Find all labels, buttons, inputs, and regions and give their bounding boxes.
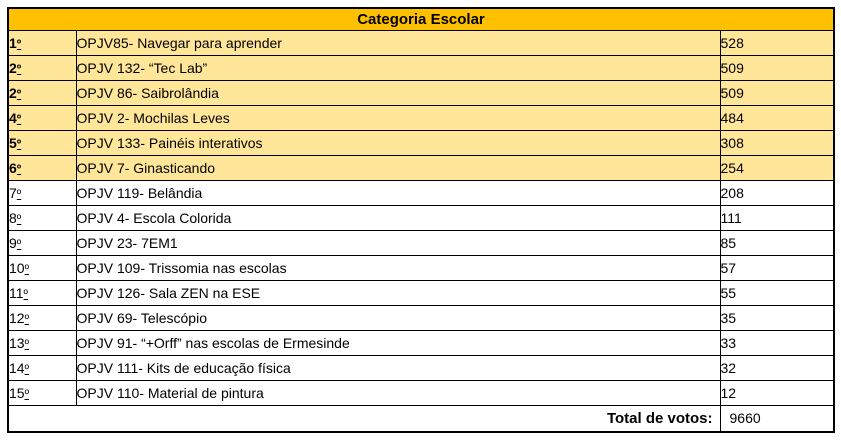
project-cell: OPJV 23- 7EM1 bbox=[75, 230, 721, 256]
rank-number: 8 bbox=[9, 210, 17, 226]
rank-cell: 1º bbox=[7, 30, 77, 56]
rank-cell: 13º bbox=[7, 330, 77, 356]
rank-cell: 12º bbox=[7, 305, 77, 331]
ordinal-indicator: º bbox=[24, 262, 29, 276]
ordinal-indicator: º bbox=[16, 37, 22, 51]
project-cell: OPJV 2- Mochilas Leves bbox=[75, 105, 721, 131]
rank-number: 6 bbox=[9, 160, 17, 176]
rank-cell: 11º bbox=[7, 280, 77, 306]
rank-number: 5 bbox=[9, 135, 17, 151]
rank-number: 10 bbox=[9, 260, 25, 276]
votes-cell: 528 bbox=[719, 30, 835, 56]
ordinal-indicator: º bbox=[16, 62, 22, 76]
rank-cell: 8º bbox=[7, 205, 77, 231]
rank-cell: 7º bbox=[7, 180, 77, 206]
ordinal-indicator: º bbox=[16, 187, 22, 201]
ordinal-indicator: º bbox=[24, 337, 29, 351]
table-row: 2º OPJV 86- Saibrolândia 509 bbox=[7, 80, 835, 106]
project-cell: OPJV 109- Trissomia nas escolas bbox=[75, 255, 721, 281]
rank-number: 11 bbox=[9, 285, 24, 301]
ordinal-indicator: º bbox=[16, 87, 22, 101]
table-row: 15º OPJV 110- Material de pintura 12 bbox=[7, 380, 835, 406]
rank-cell: 9º bbox=[7, 230, 77, 256]
table-title: Categoria Escolar bbox=[7, 7, 835, 31]
project-cell: OPJV 111- Kits de educação física bbox=[75, 355, 721, 381]
table-row: 8º OPJV 4- Escola Colorida 111 bbox=[7, 205, 835, 231]
rank-number: 2 bbox=[9, 85, 17, 101]
rank-number: 9 bbox=[9, 235, 17, 251]
project-cell: OPJV 86- Saibrolândia bbox=[75, 80, 721, 106]
project-cell: OPJV 7- Ginasticando bbox=[75, 155, 721, 181]
table-row: 6º OPJV 7- Ginasticando 254 bbox=[7, 155, 835, 181]
rank-cell: 10º bbox=[7, 255, 77, 281]
votes-cell: 254 bbox=[719, 155, 835, 181]
table-row: 9º OPJV 23- 7EM1 85 bbox=[7, 230, 835, 256]
ordinal-indicator: º bbox=[23, 287, 28, 301]
rank-number: 13 bbox=[9, 335, 25, 351]
votes-cell: 85 bbox=[719, 230, 835, 256]
votes-cell: 111 bbox=[719, 205, 835, 231]
rank-cell: 6º bbox=[7, 155, 77, 181]
votes-cell: 208 bbox=[719, 180, 835, 206]
ordinal-indicator: º bbox=[16, 137, 22, 151]
project-cell: OPJV 4- Escola Colorida bbox=[75, 205, 721, 231]
project-cell: OPJV 132- “Tec Lab” bbox=[75, 55, 721, 81]
table-row: 13º OPJV 91- “+Orff” nas escolas de Ermes… bbox=[7, 330, 835, 356]
project-cell: OPJV 91- “+Orff” nas escolas de Ermesind… bbox=[75, 330, 721, 356]
project-cell: OPJV 133- Painéis interativos bbox=[75, 130, 721, 156]
table-row: 11º OPJV 126- Sala ZEN na ESE 55 bbox=[7, 280, 835, 306]
rank-cell: 14º bbox=[7, 355, 77, 381]
rank-number: 2 bbox=[9, 60, 17, 76]
table-row: 14º OPJV 111- Kits de educação física 32 bbox=[7, 355, 835, 381]
ordinal-indicator: º bbox=[16, 112, 22, 126]
votes-cell: 308 bbox=[719, 130, 835, 156]
project-cell: OPJV 126- Sala ZEN na ESE bbox=[75, 280, 721, 306]
total-row: Total de votos: 9660 bbox=[7, 405, 835, 432]
project-cell: OPJV 69- Telescópio bbox=[75, 305, 721, 331]
table-row: 7º OPJV 119- Belândia 208 bbox=[7, 180, 835, 206]
votes-cell: 55 bbox=[719, 280, 835, 306]
table-row: 10º OPJV 109- Trissomia nas escolas 57 bbox=[7, 255, 835, 281]
rank-number: 14 bbox=[9, 360, 25, 376]
table-header-row: Categoria Escolar bbox=[7, 7, 835, 31]
ordinal-indicator: º bbox=[16, 237, 22, 251]
table-row: 1º OPJV85- Navegar para aprender 528 bbox=[7, 30, 835, 56]
votes-cell: 509 bbox=[719, 80, 835, 106]
votes-cell: 12 bbox=[719, 380, 835, 406]
rank-number: 4 bbox=[9, 110, 17, 126]
votes-cell: 35 bbox=[719, 305, 835, 331]
votes-cell: 484 bbox=[719, 105, 835, 131]
rank-cell: 2º bbox=[7, 55, 77, 81]
votes-cell: 33 bbox=[719, 330, 835, 356]
rank-cell: 5º bbox=[7, 130, 77, 156]
rank-number: 1 bbox=[9, 35, 17, 51]
votes-cell: 509 bbox=[719, 55, 835, 81]
project-cell: OPJV85- Navegar para aprender bbox=[75, 30, 721, 56]
ordinal-indicator: º bbox=[24, 362, 29, 376]
ordinal-indicator: º bbox=[24, 312, 29, 326]
table-row: 4º OPJV 2- Mochilas Leves 484 bbox=[7, 105, 835, 131]
total-value: 9660 bbox=[719, 405, 835, 432]
rank-number: 15 bbox=[9, 385, 25, 401]
votes-cell: 32 bbox=[719, 355, 835, 381]
ordinal-indicator: º bbox=[24, 387, 29, 401]
table-row: 2º OPJV 132- “Tec Lab” 509 bbox=[7, 55, 835, 81]
rank-number: 12 bbox=[9, 310, 25, 326]
rank-number: 7 bbox=[9, 185, 17, 201]
ordinal-indicator: º bbox=[16, 212, 22, 226]
total-label: Total de votos: bbox=[7, 405, 721, 432]
results-table: Categoria Escolar 1º OPJV85- Navegar para… bbox=[7, 7, 835, 433]
rank-cell: 4º bbox=[7, 105, 77, 131]
rank-cell: 15º bbox=[7, 380, 77, 406]
project-cell: OPJV 119- Belândia bbox=[75, 180, 721, 206]
votes-cell: 57 bbox=[719, 255, 835, 281]
rank-cell: 2º bbox=[7, 80, 77, 106]
ordinal-indicator: º bbox=[16, 162, 22, 176]
table-body: 1º OPJV85- Navegar para aprender 528 2º OPJV… bbox=[7, 30, 835, 406]
table-row: 12º OPJV 69- Telescópio 35 bbox=[7, 305, 835, 331]
project-cell: OPJV 110- Material de pintura bbox=[75, 380, 721, 406]
table-row: 5º OPJV 133- Painéis interativos 308 bbox=[7, 130, 835, 156]
